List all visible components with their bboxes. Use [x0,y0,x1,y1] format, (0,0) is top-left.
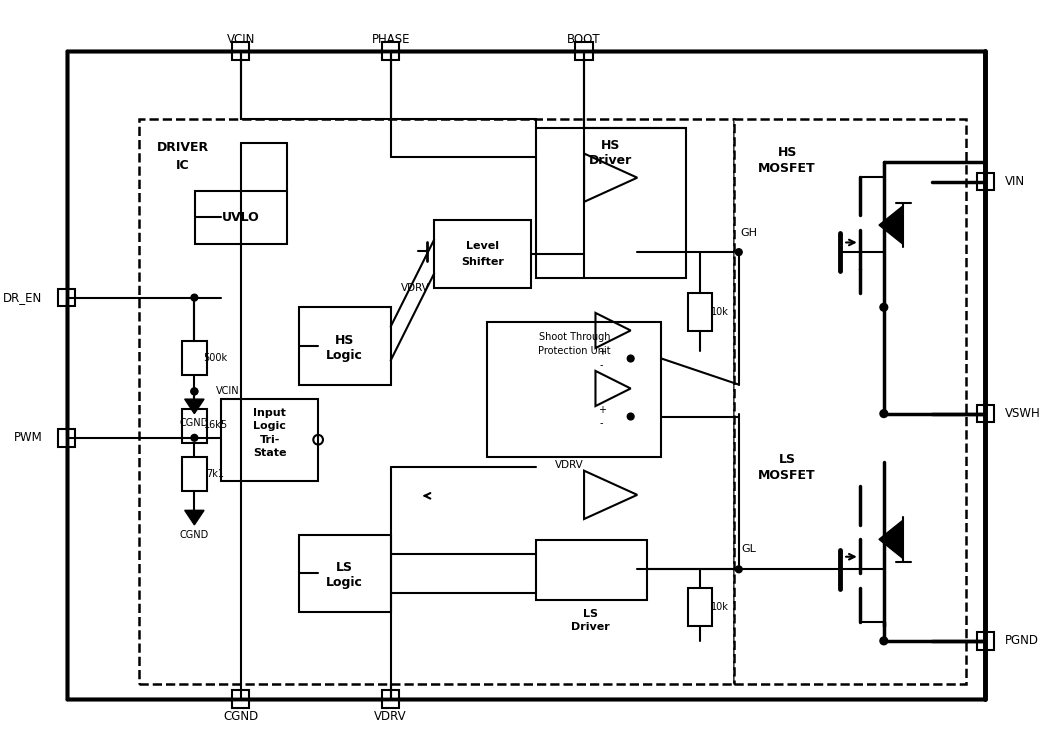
Bar [434,220,531,288]
Circle shape [628,413,634,420]
Bar [536,128,686,278]
Circle shape [735,566,742,573]
Circle shape [880,637,888,645]
Text: DR_EN: DR_EN [3,291,43,304]
Text: VDRV: VDRV [555,460,584,470]
Bar [232,690,250,707]
Text: +: + [598,347,606,357]
Bar [382,43,400,60]
Text: LS: LS [583,609,599,619]
Bar [976,173,994,190]
Text: Shifter: Shifter [461,257,504,267]
Bar [576,43,592,60]
Text: VDRV: VDRV [401,283,429,293]
Text: UVLO: UVLO [222,211,259,224]
Text: HS: HS [601,139,619,152]
Text: MOSFET: MOSFET [758,163,816,176]
Text: LS: LS [336,561,353,574]
Circle shape [880,410,888,418]
Bar [299,307,390,385]
Text: 10k: 10k [711,307,729,317]
Text: PHASE: PHASE [372,33,410,46]
Bar [536,540,646,601]
Text: CGND: CGND [180,530,209,539]
Text: Level: Level [466,241,499,251]
Bar [976,405,994,422]
Text: Driver: Driver [588,154,632,167]
Bar [688,588,712,627]
Text: 7k1: 7k1 [207,468,225,479]
Bar [232,43,250,60]
Bar [222,399,319,481]
Circle shape [191,388,198,394]
Text: LS: LS [779,453,795,465]
Circle shape [191,435,198,441]
Text: Tri-: Tri- [259,435,280,444]
Text: MOSFET: MOSFET [758,469,816,482]
Bar [182,341,207,375]
Polygon shape [879,520,904,559]
Text: VIN: VIN [1005,175,1024,188]
Bar [976,632,994,650]
Text: CGND: CGND [180,418,209,428]
Text: DRIVER: DRIVER [157,141,209,154]
Bar [182,409,207,443]
Polygon shape [879,205,904,244]
Bar [58,289,75,306]
Text: PWM: PWM [14,431,43,444]
Bar [182,457,207,491]
Text: HS: HS [334,334,354,347]
Bar [299,535,390,612]
Text: VDRV: VDRV [375,710,407,723]
Bar [487,322,661,457]
Text: VCIN: VCIN [227,33,255,46]
Bar [67,51,986,699]
Text: GL: GL [741,544,756,554]
Text: -: - [600,360,604,370]
Text: CGND: CGND [223,710,258,723]
Bar [196,191,287,244]
Text: VCIN: VCIN [215,386,239,397]
Bar [58,429,75,447]
Text: -: - [600,418,604,428]
Text: Logic: Logic [326,577,362,589]
Bar [382,690,400,707]
Text: GH: GH [740,228,757,238]
Circle shape [191,294,198,301]
Text: Logic: Logic [253,421,286,431]
Text: PGND: PGND [1005,634,1039,648]
Text: State: State [253,448,286,458]
Text: HS: HS [778,146,796,159]
Polygon shape [184,510,204,525]
Bar [688,293,712,332]
Text: Shoot Through: Shoot Through [538,332,610,342]
Text: 500k: 500k [204,353,228,362]
Text: 10k: 10k [711,602,729,612]
Circle shape [191,388,198,394]
Text: Driver: Driver [572,622,610,632]
Text: +: + [598,405,606,415]
Text: IC: IC [176,158,189,172]
Circle shape [735,249,742,255]
Bar [734,119,966,684]
Text: VSWH: VSWH [1005,407,1040,420]
Bar [139,119,734,684]
Circle shape [628,355,634,362]
Text: 16k5: 16k5 [204,421,228,430]
Text: Logic: Logic [326,349,362,362]
Circle shape [880,303,888,311]
Polygon shape [184,399,204,414]
Text: BOOT: BOOT [567,33,601,46]
Text: Input: Input [253,408,286,418]
Text: Protection Unit: Protection Unit [538,346,611,356]
